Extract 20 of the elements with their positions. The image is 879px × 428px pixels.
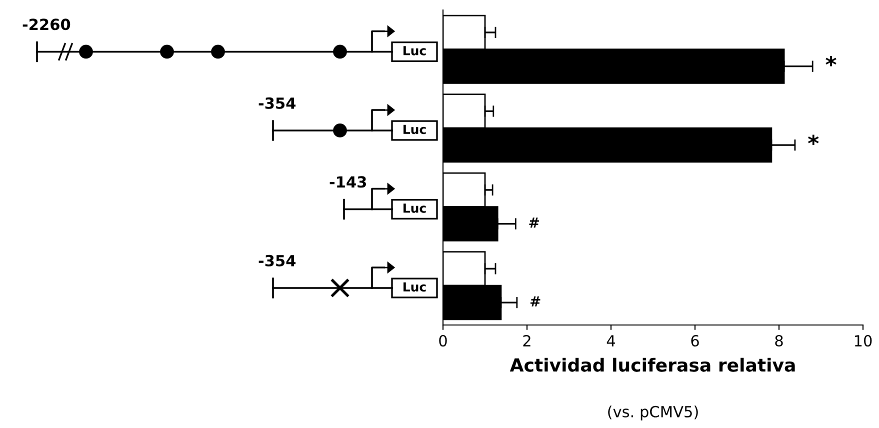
text: Luc bbox=[404, 204, 426, 213]
x-tick-label: 2 bbox=[523, 334, 530, 346]
data-label: * bbox=[826, 56, 836, 66]
text: -354 bbox=[258, 97, 296, 109]
text: Luc bbox=[404, 46, 426, 56]
x-axis-title: Actividad luciferasa relativa bbox=[510, 358, 795, 372]
x-tick-label: 0 bbox=[439, 334, 447, 347]
x-tick-label: 8 bbox=[775, 334, 783, 347]
data-label: # bbox=[530, 296, 540, 306]
text: -354 bbox=[258, 254, 296, 266]
x-tick-label: 4 bbox=[606, 335, 616, 346]
text: (vs. pCMV5) bbox=[608, 406, 698, 420]
x-tick-label: 6 bbox=[691, 334, 699, 347]
data-label: * bbox=[808, 134, 819, 146]
text: -2260 bbox=[22, 18, 70, 30]
data-label: # bbox=[529, 218, 539, 228]
x-tick-label: 10 bbox=[854, 334, 872, 347]
text: Luc bbox=[404, 124, 426, 134]
text: -143 bbox=[330, 176, 366, 188]
text: Luc bbox=[404, 282, 426, 292]
